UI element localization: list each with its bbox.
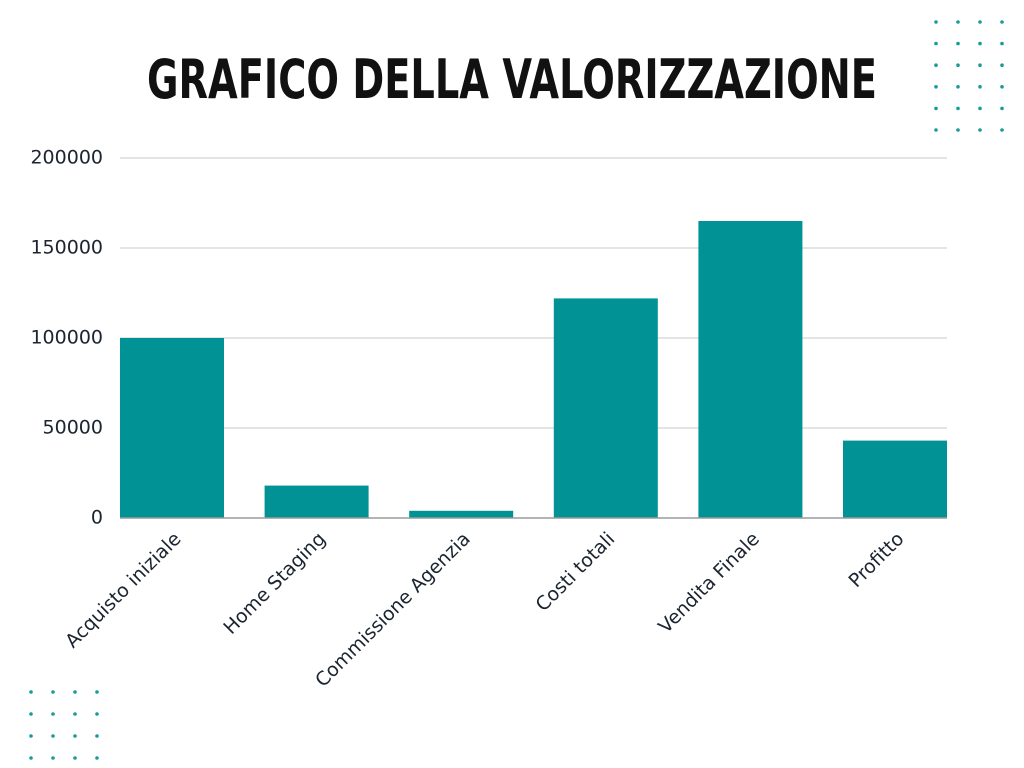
dot [956, 63, 960, 67]
dot [73, 756, 77, 760]
dot [51, 690, 55, 694]
bar [553, 298, 658, 518]
bar [264, 485, 369, 518]
dot [73, 690, 77, 694]
y-tick-label: 150000 [30, 237, 103, 259]
dot [934, 41, 938, 46]
bar [843, 440, 947, 518]
dot [934, 128, 938, 132]
dot [1000, 63, 1004, 67]
dot [978, 106, 982, 111]
chart-title: GRAFICO DELLA VALORIZZAZIONE [147, 48, 877, 111]
bar [409, 510, 514, 518]
dot [934, 85, 938, 89]
dot [978, 41, 982, 46]
dot [73, 712, 77, 716]
dot [73, 734, 77, 738]
dot [956, 41, 960, 46]
x-tick-label: Costi totali [531, 528, 619, 616]
dot [95, 712, 99, 716]
dot [95, 690, 99, 694]
x-tick-label: Profitto [844, 528, 908, 592]
dot [934, 63, 938, 67]
x-tick-label: Home Staging [219, 528, 330, 639]
y-tick-label: 50000 [43, 417, 103, 439]
dot [956, 85, 960, 89]
dot [956, 20, 960, 24]
dot [1000, 128, 1004, 132]
bar [120, 338, 224, 518]
dot [956, 128, 960, 132]
y-tick-label: 200000 [30, 147, 103, 169]
dot [934, 106, 938, 111]
dot [51, 712, 55, 716]
dot [95, 734, 99, 738]
dot [956, 106, 960, 111]
dot [29, 756, 33, 760]
dot [1000, 20, 1004, 24]
y-tick-label: 100000 [30, 327, 103, 349]
y-tick-label: 0 [91, 507, 103, 529]
x-tick-label: Acquisto iniziale [61, 528, 185, 652]
dot [978, 128, 982, 132]
dot [1000, 106, 1004, 111]
dot [978, 85, 982, 89]
dot [29, 734, 33, 738]
dot [978, 20, 982, 24]
dot [95, 756, 99, 760]
dot [29, 712, 33, 716]
bar [698, 221, 803, 518]
dot [29, 690, 33, 694]
dot [1000, 85, 1004, 89]
x-tick-label: Vendita Finale [654, 528, 764, 638]
decoration-dots [29, 20, 1004, 760]
dot [934, 20, 938, 24]
dot [978, 63, 982, 67]
dot [51, 734, 55, 738]
dot [51, 756, 55, 760]
dot [1000, 41, 1004, 46]
x-tick-label: Commissione Agenzia [311, 528, 475, 692]
